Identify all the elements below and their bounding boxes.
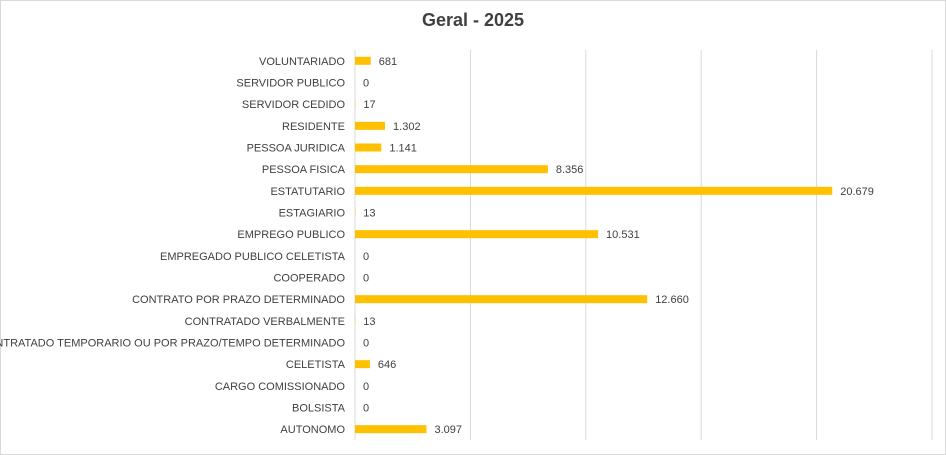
- bars: [355, 56, 833, 434]
- bar: [355, 121, 386, 130]
- data-label: 0: [363, 273, 369, 285]
- data-label: 17: [363, 99, 375, 111]
- category-label: CONTRATADO VERBALMENTE: [185, 316, 345, 328]
- category-label: EMPREGO PUBLICO: [237, 229, 345, 241]
- data-label: 1.141: [389, 143, 417, 155]
- bar: [355, 230, 599, 239]
- category-label: CONTRATADO TEMPORARIO OU POR PRAZO/TEMPO…: [0, 338, 345, 350]
- data-label: 646: [378, 359, 396, 371]
- category-label: CARGO COMISSIONADO: [215, 381, 346, 393]
- data-label: 0: [363, 251, 369, 263]
- data-label: 0: [363, 381, 369, 393]
- data-label: 0: [363, 403, 369, 415]
- value-labels: 681 0 17 1.302 1.141 8.356 20.679 13 10.531 0 0 12.…: [363, 56, 874, 436]
- category-label: AUTONOMO: [280, 424, 345, 436]
- category-label: BOLSISTA: [292, 403, 346, 415]
- bar: [355, 425, 427, 434]
- category-label: CELETISTA: [286, 359, 346, 371]
- data-label: 13: [363, 208, 375, 220]
- category-label: RESIDENTE: [282, 121, 345, 133]
- category-label: CONTRATO POR PRAZO DETERMINADO: [132, 294, 345, 306]
- category-label: SERVIDOR PUBLICO: [236, 78, 345, 90]
- data-label: 8.356: [556, 164, 584, 176]
- data-label: 1.302: [393, 121, 421, 133]
- category-label: EMPREGADO PUBLICO CELETISTA: [160, 251, 346, 263]
- gridlines: [354, 50, 933, 440]
- category-label: COOPERADO: [273, 273, 345, 285]
- data-label: 0: [363, 78, 369, 90]
- data-label: 681: [379, 56, 397, 68]
- bar: [355, 295, 648, 304]
- data-label: 20.679: [840, 186, 874, 198]
- category-label: PESSOA FISICA: [262, 164, 346, 176]
- data-label: 3.097: [434, 424, 462, 436]
- category-label: ESTAGIARIO: [279, 208, 346, 220]
- bar: [355, 165, 548, 174]
- bar: [355, 143, 382, 152]
- chart-title: Geral - 2025: [421, 10, 525, 30]
- category-label: VOLUNTARIADO: [259, 56, 345, 68]
- bar: [355, 186, 833, 195]
- bar: [355, 56, 371, 65]
- data-label: 0: [363, 338, 369, 350]
- bar: [355, 360, 370, 369]
- data-label: 12.660: [655, 294, 689, 306]
- category-label: ESTATUTARIO: [270, 186, 345, 198]
- data-label: 10.531: [606, 229, 640, 241]
- data-label: 13: [363, 316, 375, 328]
- category-label: PESSOA JURIDICA: [247, 143, 346, 155]
- category-label: SERVIDOR CEDIDO: [242, 99, 346, 111]
- category-labels: VOLUNTARIADO SERVIDOR PUBLICO SERVIDOR CED…: [0, 56, 346, 436]
